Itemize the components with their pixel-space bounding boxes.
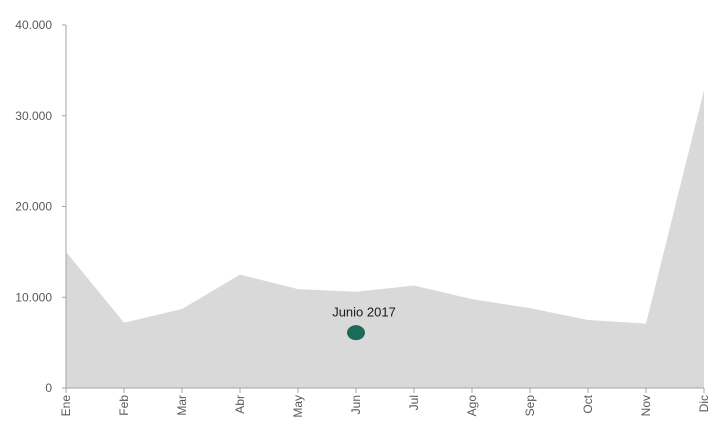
y-tick-label: 20.000 <box>15 200 52 214</box>
x-tick-label-jul: Jul <box>407 395 421 410</box>
y-tick-label: 0 <box>45 381 52 395</box>
y-tick-label: 30.000 <box>15 109 52 123</box>
x-tick-label-ago: Ago <box>465 395 479 417</box>
x-tick-label-sep: Sep <box>523 395 537 417</box>
annotation-marker <box>347 325 365 341</box>
y-axis-ticks: 0 10.000 20.000 30.000 40.000 <box>15 18 66 395</box>
x-tick-label-jun: Jun <box>349 395 363 414</box>
x-tick-label-feb: Feb <box>117 395 131 416</box>
x-axis-ticks: Ene Feb Mar Abr May Jun Jul Ago Sep Oct Nov Dic <box>59 388 711 418</box>
x-tick-label-dic: Dic <box>697 395 711 412</box>
annotation-group: Junio 2017 <box>332 305 396 341</box>
x-tick-label-mar: Mar <box>175 395 189 416</box>
plot-area <box>66 90 704 388</box>
x-tick-label-nov: Nov <box>639 395 653 416</box>
x-tick-label-may: May <box>291 395 305 418</box>
y-tick-label: 10.000 <box>15 290 52 304</box>
x-tick-label-ene: Ene <box>59 395 73 417</box>
area-series-0 <box>66 90 704 388</box>
y-tick-label: 40.000 <box>15 18 52 32</box>
x-tick-label-abr: Abr <box>233 395 247 414</box>
x-tick-label-oct: Oct <box>581 394 595 413</box>
annotation-label: Junio 2017 <box>332 305 396 320</box>
